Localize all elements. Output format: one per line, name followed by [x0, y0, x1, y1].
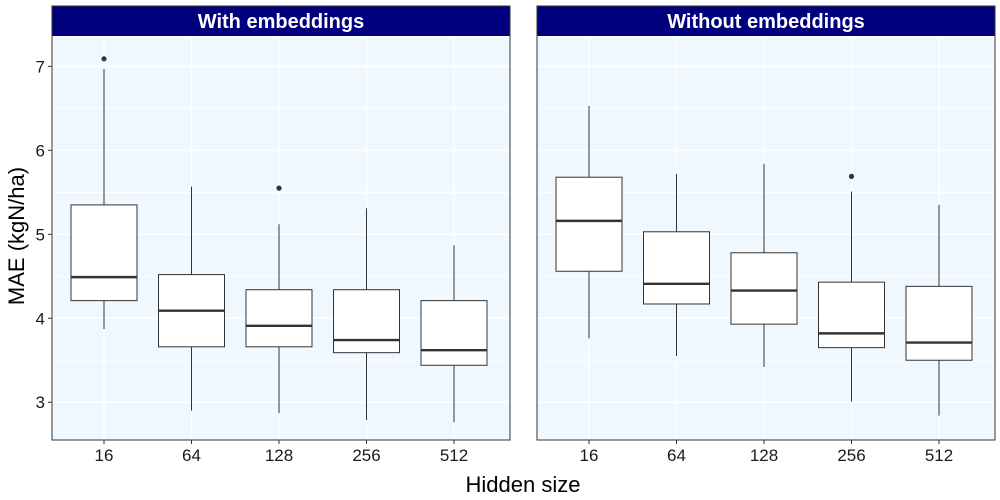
- y-tick-label: 4: [36, 309, 45, 328]
- facet-strip-title: With embeddings: [198, 11, 364, 33]
- outlier-point: [848, 173, 855, 179]
- box-256: [818, 173, 885, 402]
- box-64: [643, 173, 710, 357]
- panel-border: [536, 5, 996, 441]
- y-axis-label: MAE (kgN/ha): [4, 167, 29, 305]
- y-tick-label: 3: [36, 393, 45, 412]
- panel-1: With embeddings 16 64 128 256 512: [51, 5, 511, 465]
- box-iqr: [730, 252, 798, 325]
- x-tick-label: 16: [95, 446, 114, 465]
- x-tick-label: 256: [837, 446, 865, 465]
- box-iqr: [245, 289, 313, 348]
- facet-strip-title: Without embeddings: [667, 11, 865, 33]
- box-512: [905, 204, 973, 416]
- box-iqr: [905, 285, 973, 361]
- y-tick-label: 5: [36, 225, 45, 244]
- x-tick-label: 16: [580, 446, 599, 465]
- box-iqr: [555, 176, 623, 272]
- facet-strip: [537, 6, 995, 36]
- y-axis: 3 4 5 6 7: [36, 57, 52, 412]
- y-tick-label: 7: [36, 57, 45, 76]
- box-512: [420, 245, 488, 423]
- x-tick-label: 256: [352, 446, 380, 465]
- box-iqr: [420, 300, 488, 366]
- box-iqr: [643, 231, 710, 305]
- box-256: [333, 208, 400, 420]
- x-tick-label: 128: [750, 446, 778, 465]
- x-axis-label: Hidden size: [466, 472, 581, 497]
- outlier-point: [276, 185, 282, 191]
- box-16: [555, 105, 623, 339]
- x-tick-label: 64: [667, 446, 686, 465]
- facet-strip: [52, 6, 510, 36]
- x-tick-label: 64: [182, 446, 201, 465]
- box-128: [245, 185, 313, 414]
- box-iqr: [70, 204, 138, 302]
- box-16: [70, 56, 138, 330]
- y-tick-label: 6: [36, 141, 45, 160]
- x-tick-label: 512: [440, 446, 468, 465]
- panel-border: [51, 5, 511, 441]
- box-iqr: [333, 289, 400, 354]
- box-iqr: [818, 281, 885, 349]
- box-128: [730, 163, 798, 367]
- panel-2: Without embeddings 16 64 128 256 512: [536, 5, 996, 465]
- box-64: [158, 186, 225, 411]
- x-tick-label: 512: [925, 446, 953, 465]
- x-tick-label: 128: [265, 446, 293, 465]
- outlier-point: [101, 56, 107, 62]
